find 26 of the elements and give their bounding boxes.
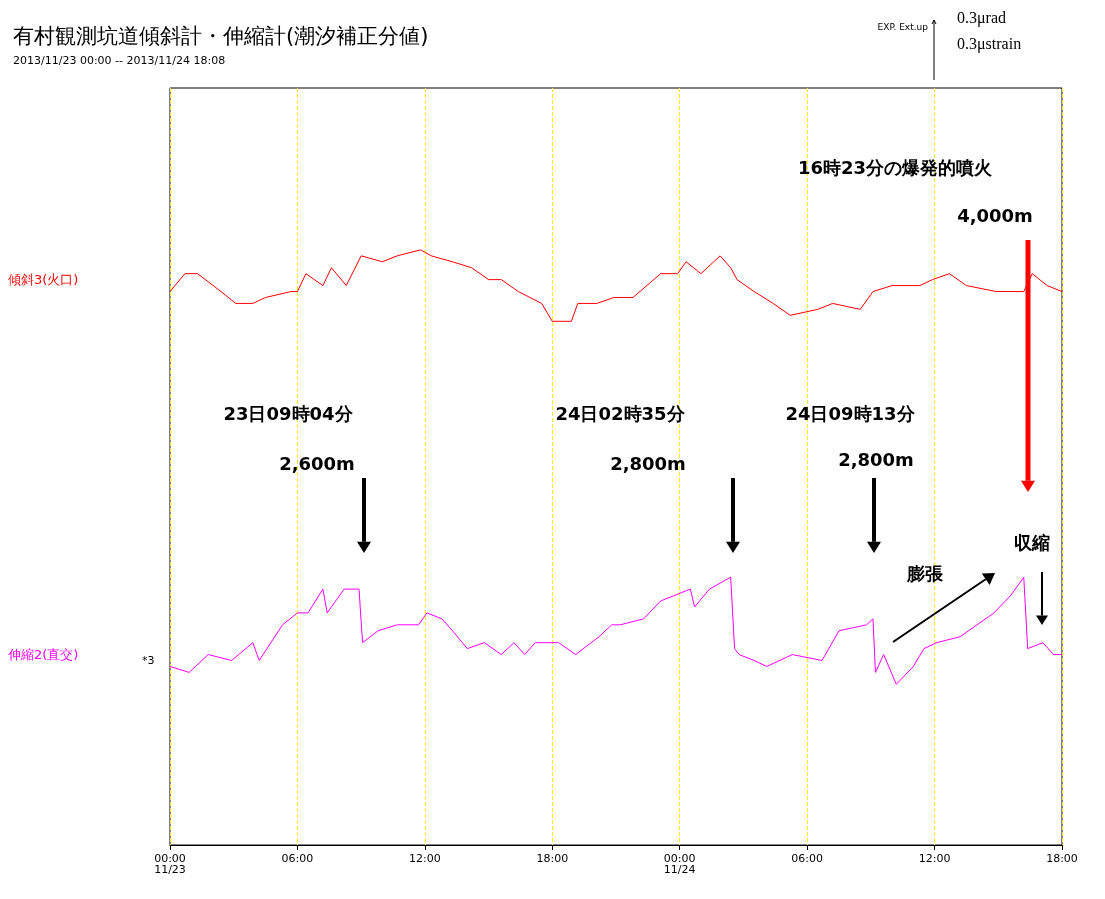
annotation: 24日02時35分	[555, 402, 686, 424]
text: 0.3μrad	[957, 8, 1007, 27]
chart-subtitle: 2013/11/23 00:00 -- 2013/11/24 18:08	[13, 54, 226, 67]
annotation: 2,800m	[838, 448, 914, 470]
annotation: 2,600m	[279, 452, 355, 474]
chart-title: 有村観測坑道傾斜計・伸縮計(潮汐補正分値)	[13, 23, 429, 48]
x-tick-label: 00:00 11/24	[663, 852, 696, 876]
x-tick-label: 18:00	[536, 852, 569, 865]
text: 傾斜3(火口)	[8, 272, 79, 288]
x-tick-label: 06:00	[281, 852, 314, 865]
x-tick-label: 06:00	[791, 852, 823, 865]
text: 16時23分の爆発的噴火	[797, 156, 994, 178]
x-tick-label: 12:00	[918, 852, 951, 865]
x-tick-label: 12:00	[409, 852, 441, 865]
x-tick-label: 18:00	[1046, 852, 1078, 865]
text: *3	[142, 653, 155, 667]
text: 0.3μstrain	[957, 34, 1022, 53]
annotation: 24日09時13分	[785, 402, 916, 424]
annotation: 23日09時04分	[223, 402, 354, 424]
text: 伸縮2(直交)	[7, 646, 79, 662]
x-tick-label: 00:00 11/23	[154, 852, 186, 876]
text: 4,000m	[957, 204, 1033, 226]
annotation: 収縮	[1014, 531, 1050, 553]
text: EXP. Ext.up	[877, 22, 929, 32]
annotation: 膨張	[906, 562, 944, 584]
annotation: 2,800m	[610, 452, 686, 474]
